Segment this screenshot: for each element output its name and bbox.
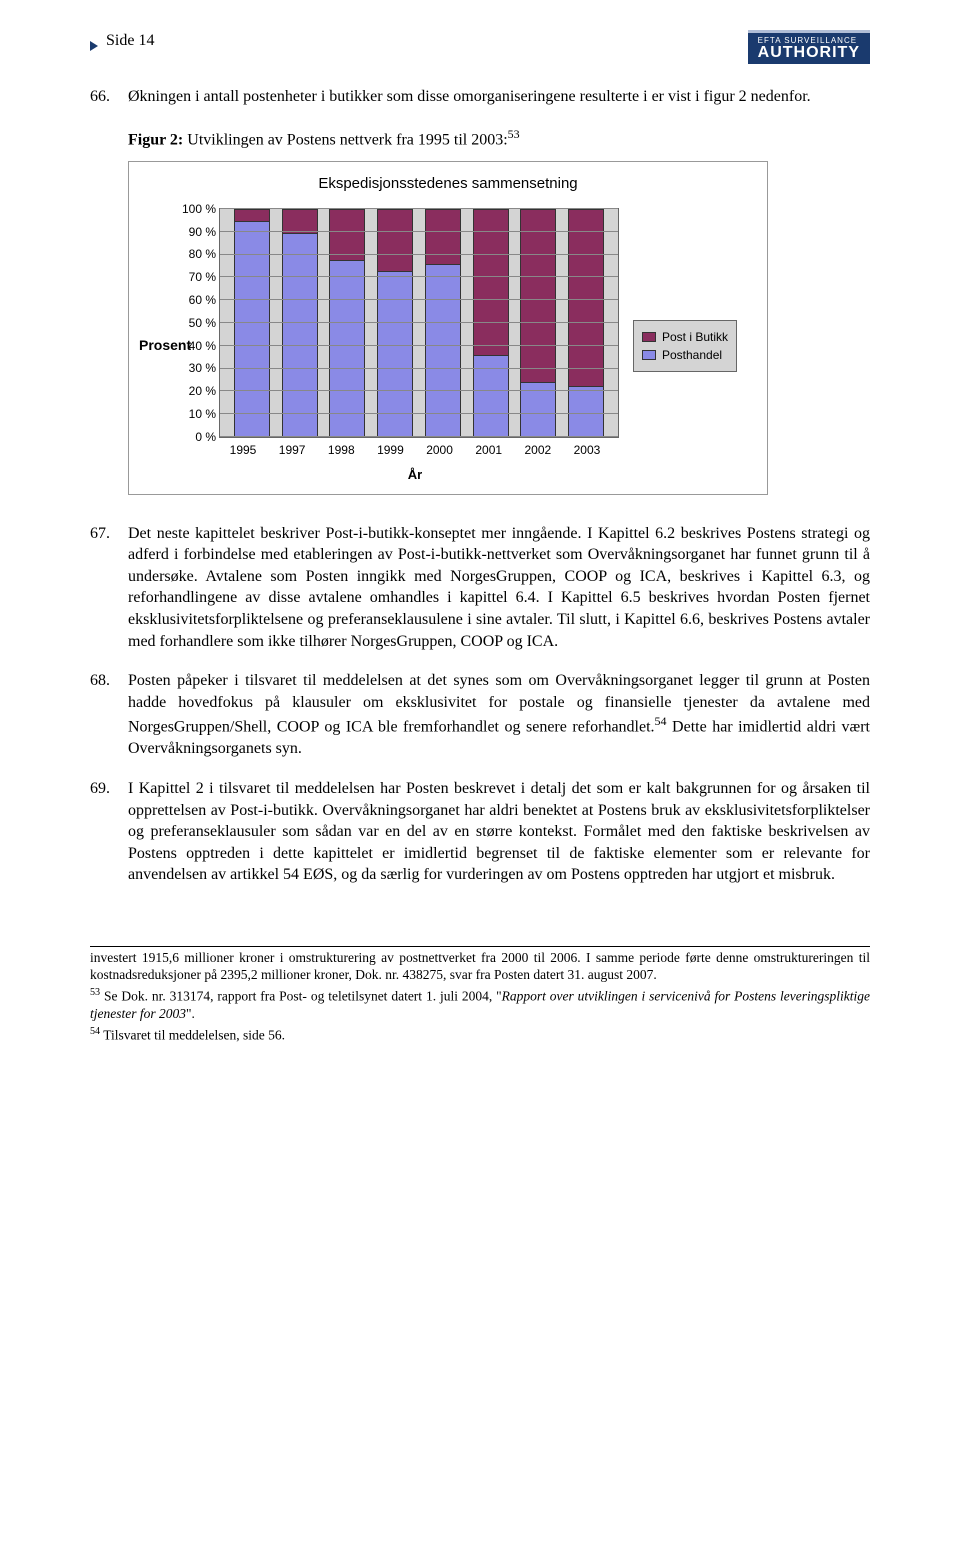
chart-plot-area: 0 %10 %20 %30 %40 %50 %60 %70 %80 %90 %1… <box>219 208 619 438</box>
para-num: 67. <box>90 523 128 653</box>
figure-label: Figur 2: <box>128 131 183 148</box>
bar-1997 <box>282 209 318 437</box>
ytick-label: 90 % <box>189 224 216 240</box>
para-num: 66. <box>90 86 128 108</box>
bar-2000 <box>425 209 461 437</box>
ytick-label: 30 % <box>189 360 216 376</box>
ytick-label: 100 % <box>182 201 216 217</box>
bar-2001 <box>473 209 509 437</box>
chevron-right-icon <box>90 36 100 46</box>
footnote-53-a: Se Dok. nr. 313174, rapport fra Post- og… <box>104 989 502 1004</box>
para-body: I Kapittel 2 i tilsvaret til meddelelsen… <box>128 778 870 886</box>
footnote-53: 53 Se Dok. nr. 313174, rapport fra Post-… <box>90 986 870 1023</box>
chart-figure-2: Ekspedisjonsstedenes sammensetning Prose… <box>128 161 768 495</box>
chart-xlabel: År <box>211 466 619 484</box>
legend-swatch-bottom <box>642 350 656 360</box>
ytick-label: 40 % <box>189 338 216 354</box>
bar-1995 <box>234 209 270 437</box>
ytick-label: 60 % <box>189 292 216 308</box>
xtick-label: 2000 <box>422 442 458 458</box>
figure-2-caption: Figur 2: Utviklingen av Postens nettverk… <box>128 126 870 151</box>
efta-logo: EFTA SURVEILLANCE AUTHORITY <box>748 30 870 64</box>
footnote-53-b: ". <box>186 1006 195 1021</box>
legend-swatch-top <box>642 332 656 342</box>
paragraph-67: 67. Det neste kapittelet beskriver Post-… <box>90 523 870 653</box>
figure-caption-text: Utviklingen av Postens nettverk fra 1995… <box>183 131 507 148</box>
chart-xticks: 1995 1997 1998 1999 2000 2001 2002 2003 <box>225 442 605 458</box>
para-body: Posten påpeker i tilsvaret til meddelels… <box>128 670 870 760</box>
xtick-label: 1995 <box>225 442 261 458</box>
bar-2003 <box>568 209 604 437</box>
xtick-label: 2002 <box>520 442 556 458</box>
footnote-ref-54: 54 <box>655 714 667 728</box>
chart-title: Ekspedisjonsstedenes sammensetning <box>139 174 757 194</box>
footnote-54: 54 Tilsvaret til meddelelsen, side 56. <box>90 1025 870 1044</box>
footnote-54-text: Tilsvaret til meddelelsen, side 56. <box>103 1027 285 1042</box>
ytick-label: 0 % <box>195 429 216 445</box>
para-num: 69. <box>90 778 128 886</box>
page-marker: Side 14 <box>90 30 154 52</box>
footnotes: investert 1915,6 millioner kroner i omst… <box>90 946 870 1044</box>
logo-line2: AUTHORITY <box>758 45 860 62</box>
bar-2002 <box>520 209 556 437</box>
paragraph-66: 66. Økningen i antall postenheter i buti… <box>90 86 870 108</box>
chart-legend: Post i Butikk Posthandel <box>633 320 737 372</box>
page-header: Side 14 EFTA SURVEILLANCE AUTHORITY <box>90 30 870 64</box>
chart-plot: 0 %10 %20 %30 %40 %50 %60 %70 %80 %90 %1… <box>211 208 619 484</box>
para-body: Det neste kapittelet beskriver Post-i-bu… <box>128 523 870 653</box>
para-num: 68. <box>90 670 128 760</box>
paragraph-68: 68. Posten påpeker i tilsvaret til medde… <box>90 670 870 760</box>
ytick-label: 20 % <box>189 383 216 399</box>
footnote-num: 53 <box>90 987 100 998</box>
footnote-continuation: investert 1915,6 millioner kroner i omst… <box>90 949 870 984</box>
xtick-label: 2001 <box>471 442 507 458</box>
legend-item-top: Post i Butikk <box>642 329 728 345</box>
xtick-label: 1998 <box>323 442 359 458</box>
page-number-text: Side 14 <box>106 30 154 52</box>
footnote-num: 54 <box>90 1026 100 1037</box>
chart-yticks: 0 %10 %20 %30 %40 %50 %60 %70 %80 %90 %1… <box>174 209 218 437</box>
xtick-label: 1999 <box>372 442 408 458</box>
paragraph-69: 69. I Kapittel 2 i tilsvaret til meddele… <box>90 778 870 886</box>
legend-label-bottom: Posthandel <box>662 347 722 363</box>
bar-1998 <box>329 209 365 437</box>
xtick-label: 1997 <box>274 442 310 458</box>
chart-bars <box>234 209 604 437</box>
legend-item-bottom: Posthandel <box>642 347 728 363</box>
ytick-label: 10 % <box>189 406 216 422</box>
ytick-label: 50 % <box>189 315 216 331</box>
ytick-label: 80 % <box>189 246 216 262</box>
footnote-ref-53: 53 <box>508 127 520 141</box>
bar-1999 <box>377 209 413 437</box>
legend-label-top: Post i Butikk <box>662 329 728 345</box>
para-body: Økningen i antall postenheter i butikker… <box>128 86 870 108</box>
xtick-label: 2003 <box>569 442 605 458</box>
ytick-label: 70 % <box>189 269 216 285</box>
